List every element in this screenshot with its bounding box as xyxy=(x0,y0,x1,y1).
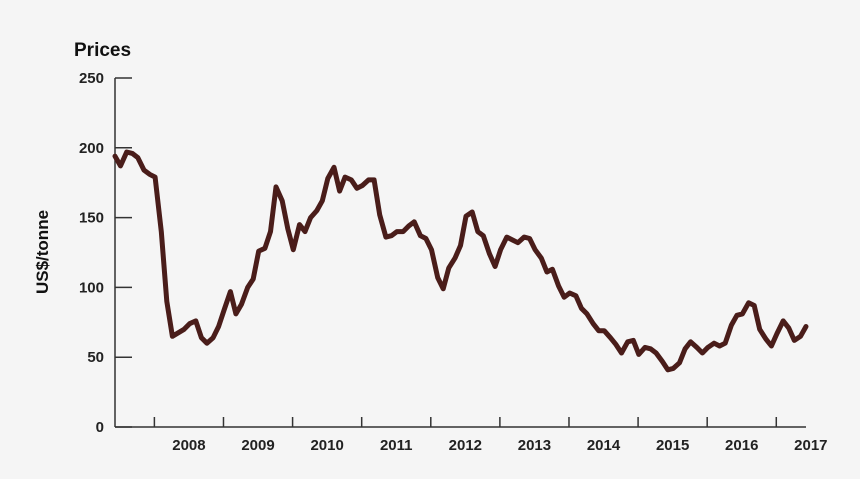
x-tick-label: 2008 xyxy=(172,437,205,454)
x-tick-label: 2016 xyxy=(725,437,758,454)
y-tick-label: 0 xyxy=(96,419,104,436)
chart-title: Prices xyxy=(74,40,131,61)
x-ticks: 2008 2009 2010 2011 2012 2013 2014 2015 2016 2017 xyxy=(153,417,828,454)
x-tick-label: 2009 xyxy=(241,437,274,454)
x-tick-label: 2015 xyxy=(656,437,689,454)
x-tick-label: 2014 xyxy=(587,437,621,454)
y-tick-label: 250 xyxy=(79,70,104,87)
x-tick-label: 2011 xyxy=(380,437,413,454)
price-series-line xyxy=(112,149,809,373)
y-ticks: 0 50 100 150 200 250 xyxy=(79,70,132,436)
y-axis-label: US$/tonne xyxy=(33,210,52,294)
y-tick-label: 50 xyxy=(87,349,104,366)
x-tick-label: 2013 xyxy=(518,437,551,454)
y-tick-label: 100 xyxy=(79,279,104,296)
y-tick-label: 150 xyxy=(79,210,104,227)
x-tick-label: 2017 xyxy=(794,437,827,454)
x-tick-label: 2012 xyxy=(449,437,482,454)
x-tick-label: 2010 xyxy=(310,437,343,454)
y-tick-label: 200 xyxy=(79,140,104,157)
